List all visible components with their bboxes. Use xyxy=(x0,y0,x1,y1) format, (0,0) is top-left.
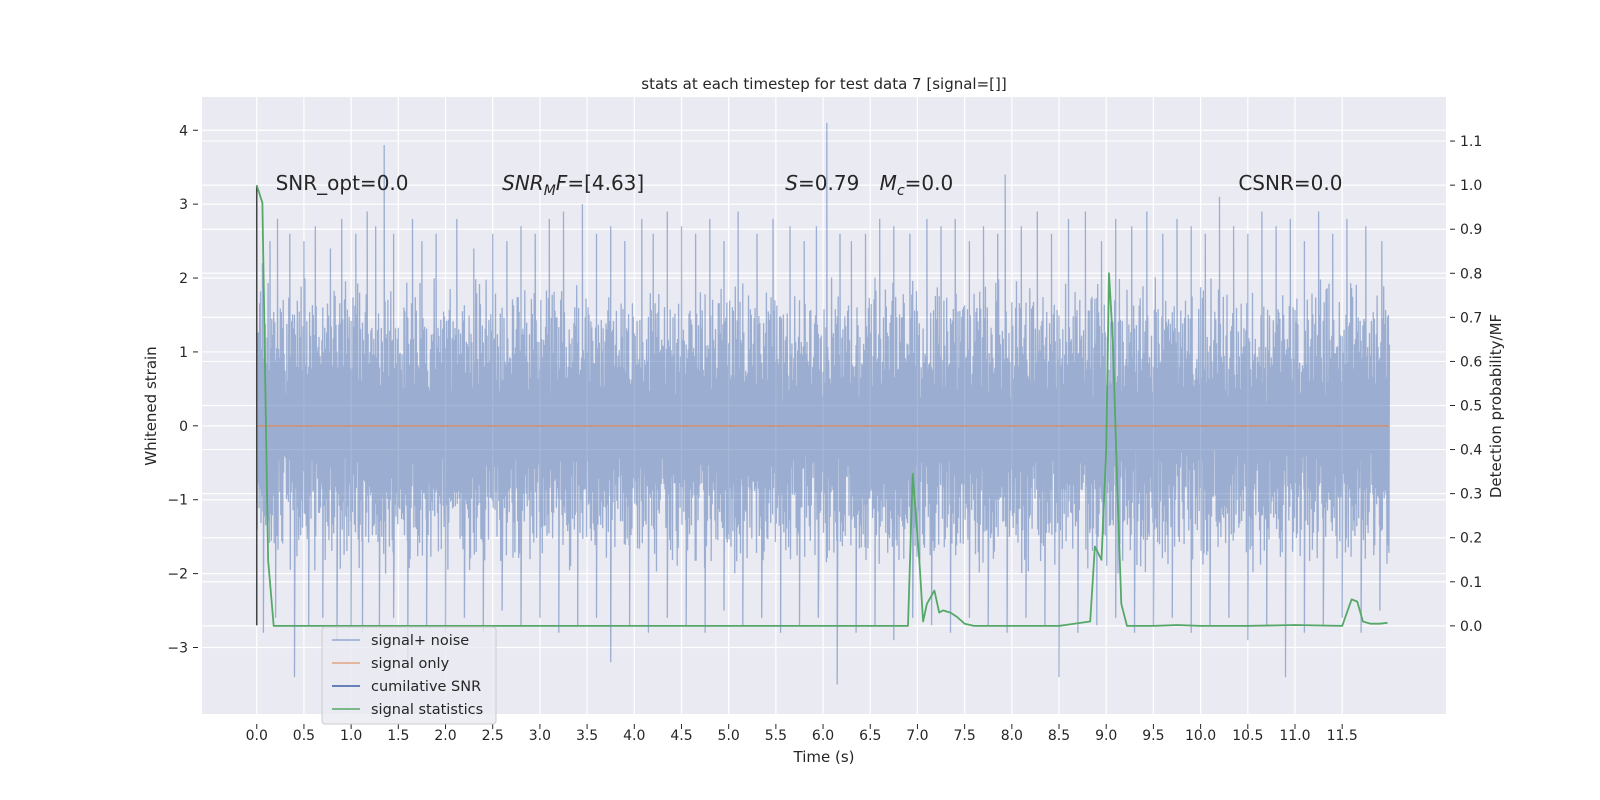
y-left-tick-label: −3 xyxy=(167,640,188,656)
y-left-tick-label: 3 xyxy=(179,197,188,213)
y-right-tick-label: 0.1 xyxy=(1460,575,1482,591)
y-left-axis-ticks: −3 −2 −1 0 1 2 3 4 xyxy=(167,123,198,656)
x-axis-label: Time (s) xyxy=(793,748,855,766)
legend-item: signal statistics xyxy=(332,702,483,718)
x-tick-label: 9.5 xyxy=(1142,728,1164,744)
annotation-text: CSNR=0.0 xyxy=(1238,171,1342,195)
x-tick-label: 10.0 xyxy=(1185,728,1216,744)
x-tick-label: 8.0 xyxy=(1001,728,1023,744)
signal-statistics-line xyxy=(255,184,1388,627)
legend-label: signal statistics xyxy=(371,702,483,718)
y-right-tick-label: 1.0 xyxy=(1460,178,1482,194)
y-left-tick-label: 1 xyxy=(179,345,188,361)
x-tick-label: 8.5 xyxy=(1048,728,1070,744)
x-tick-label: 3.0 xyxy=(529,728,551,744)
legend-label: signal+ noise xyxy=(371,633,469,649)
x-tick-label: 10.5 xyxy=(1232,728,1263,744)
y-right-tick-label: 0.4 xyxy=(1460,443,1482,459)
annotation-text: S=0.79 xyxy=(785,171,859,195)
y-right-tick-label: 0.3 xyxy=(1460,487,1482,503)
legend-label: signal only xyxy=(371,656,450,672)
x-tick-label: 5.5 xyxy=(765,728,787,744)
y-left-tick-label: 4 xyxy=(179,123,188,139)
x-tick-label: 0.5 xyxy=(293,728,315,744)
y-left-tick-label: 2 xyxy=(179,271,188,287)
x-tick-label: 0.0 xyxy=(246,728,268,744)
y-right-tick-label: 0.7 xyxy=(1460,310,1482,326)
legend: signal+ noise signal only cumilative SNR… xyxy=(321,626,497,725)
x-axis-ticks: 0.0 0.5 1.0 1.5 2.0 2.5 3.0 3.5 4.0 4.5 5.0 5.5 6.0 6… xyxy=(246,724,1358,744)
legend-item: signal+ noise xyxy=(332,633,469,649)
y-right-axis-label: Detection probability/MF xyxy=(1487,314,1505,498)
annotation-text: SNRMF=[4.63] xyxy=(502,171,644,199)
y-right-tick-label: 0.0 xyxy=(1460,619,1482,635)
x-tick-label: 6.5 xyxy=(859,728,881,744)
x-tick-label: 1.0 xyxy=(340,728,362,744)
series-layer xyxy=(255,122,1391,685)
signal-noise-line xyxy=(256,122,1391,685)
y-right-tick-label: 0.5 xyxy=(1460,399,1482,415)
chart-title: stats at each timestep for test data 7 [… xyxy=(641,75,1006,93)
x-tick-label: 5.0 xyxy=(718,728,740,744)
y-left-axis-label: Whitened strain xyxy=(142,346,160,465)
annotation-text: Mc=0.0 xyxy=(880,171,954,199)
x-tick-label: 6.0 xyxy=(812,728,834,744)
y-right-tick-label: 0.9 xyxy=(1460,222,1482,238)
x-tick-label: 11.5 xyxy=(1327,728,1358,744)
y-right-tick-label: 0.6 xyxy=(1460,354,1482,370)
x-tick-label: 1.5 xyxy=(387,728,409,744)
y-left-tick-label: 0 xyxy=(179,419,188,435)
y-right-axis-ticks: 0.0 0.1 0.2 0.3 0.4 0.5 0.6 0.7 0.8 0.9 1.0 1.1 xyxy=(1450,134,1482,635)
x-tick-label: 2.5 xyxy=(482,728,504,744)
x-tick-label: 4.0 xyxy=(623,728,645,744)
y-left-tick-label: −1 xyxy=(167,493,188,509)
annotations: SNR_opt=0.0 SNRMF=[4.63] S=0.79 Mc=0.0 CSNR=… xyxy=(276,171,1343,199)
legend-item: cumilative SNR xyxy=(332,679,481,695)
x-tick-label: 4.5 xyxy=(670,728,692,744)
y-right-tick-label: 0.2 xyxy=(1460,531,1482,547)
x-tick-label: 9.0 xyxy=(1095,728,1117,744)
x-tick-label: 2.0 xyxy=(434,728,456,744)
x-tick-label: 3.5 xyxy=(576,728,598,744)
y-right-tick-label: 0.8 xyxy=(1460,266,1482,282)
x-tick-label: 7.0 xyxy=(906,728,928,744)
x-tick-label: 7.5 xyxy=(954,728,976,744)
annotation-text: SNR_opt=0.0 xyxy=(276,171,409,195)
x-tick-label: 11.0 xyxy=(1279,728,1310,744)
legend-item: signal only xyxy=(332,656,450,672)
legend-label: cumilative SNR xyxy=(371,679,481,695)
legend-box xyxy=(321,626,497,725)
y-right-tick-label: 1.1 xyxy=(1460,134,1482,150)
y-left-tick-label: −2 xyxy=(167,567,188,583)
